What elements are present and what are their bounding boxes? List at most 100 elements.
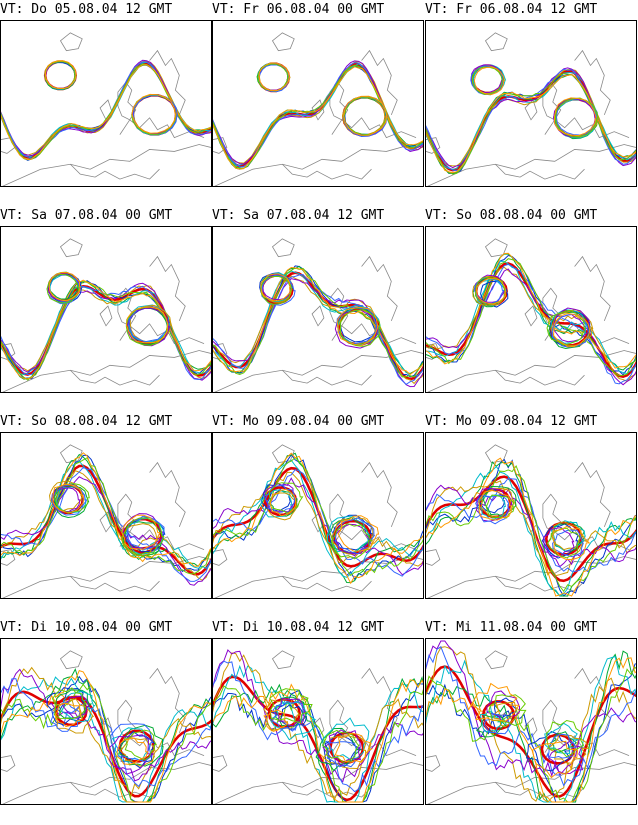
coastline (484, 444, 508, 464)
member-low-contour (321, 729, 360, 763)
coastline (311, 305, 325, 327)
coastline (70, 781, 160, 798)
member-low-contour (543, 527, 575, 558)
member-contour (213, 64, 423, 169)
coastline-layer (426, 238, 636, 392)
panel-valid-time-label: VT: Sa 07.08.04 12 GMT (212, 208, 385, 223)
coastline (1, 343, 16, 360)
member-low-contour (322, 717, 370, 760)
member-low-contour (267, 492, 298, 521)
panel-valid-time-label: VT: Fr 06.08.04 00 GMT (212, 2, 385, 17)
member-contour (1, 61, 211, 159)
member-contour (1, 466, 211, 582)
map-canvas (1, 650, 211, 804)
member-low-contour (324, 730, 363, 768)
panel-valid-time-label: VT: Mo 09.08.04 12 GMT (425, 414, 598, 429)
panel-valid-time-label: VT: Mo 09.08.04 00 GMT (212, 414, 385, 429)
ensemble-map (0, 20, 212, 187)
map-canvas (426, 238, 636, 392)
coastline (426, 137, 441, 154)
member-contour (426, 657, 636, 803)
member-low-contour (261, 274, 296, 306)
member-contour (426, 646, 636, 803)
member-contour (213, 660, 423, 793)
member-low-contour (269, 488, 297, 517)
coastline (484, 650, 508, 670)
panel-valid-time-label: VT: Mi 11.08.04 00 GMT (425, 620, 598, 635)
ensemble-map (0, 638, 212, 805)
member-low-contour (260, 273, 291, 302)
coastline (361, 49, 398, 116)
member-contour (1, 683, 211, 803)
coastline (495, 369, 585, 386)
ensemble-map (212, 226, 424, 393)
member-low-contour (263, 709, 289, 732)
member-low-contour (493, 702, 520, 728)
coastline (99, 511, 113, 533)
member-low-contour (343, 95, 388, 136)
member-contour (213, 60, 423, 165)
member-low-contour (131, 93, 177, 134)
member-low-contour (341, 96, 387, 136)
coastline (311, 99, 325, 121)
member-contour (213, 685, 423, 803)
coastline (574, 461, 611, 528)
member-low-contour (268, 482, 304, 514)
member-contour (426, 464, 636, 593)
member-low-contour (46, 687, 86, 726)
member-contour (213, 453, 423, 581)
member-contour (426, 266, 636, 383)
member-low-contour (49, 480, 84, 512)
member-low-contour (494, 697, 517, 718)
member-contour (213, 66, 423, 170)
coastline (282, 369, 372, 386)
map-canvas (213, 238, 423, 392)
member-contour (213, 649, 423, 783)
member-low-contour (322, 729, 362, 767)
member-contour (426, 461, 636, 597)
member-contour (213, 456, 423, 577)
member-contour (1, 282, 211, 381)
coastline (149, 667, 186, 734)
member-contour (1, 452, 211, 567)
control-low-contour (54, 696, 88, 727)
coastline (99, 305, 113, 327)
coastline (495, 163, 585, 180)
member-low-contour (339, 309, 381, 347)
control-contour (1, 61, 211, 159)
member-contour (213, 452, 423, 585)
member-contour (426, 650, 636, 803)
member-low-contour (480, 487, 515, 519)
member-low-contour (124, 729, 157, 761)
coastline (361, 255, 398, 322)
member-low-contour (119, 736, 156, 768)
coastline (484, 238, 508, 258)
member-low-contour (544, 722, 579, 754)
member-low-contour (551, 313, 592, 348)
coastline (329, 699, 349, 739)
coastline (329, 287, 349, 327)
coastline (119, 323, 205, 345)
member-contour (426, 666, 636, 803)
member-contour (213, 471, 423, 567)
coastline (271, 650, 295, 670)
coastline (149, 461, 186, 528)
coastline (59, 650, 83, 670)
member-contour (1, 668, 211, 782)
coastline (70, 163, 160, 180)
panel-valid-time-label: VT: So 08.08.04 12 GMT (0, 414, 173, 429)
panel-valid-time-label: VT: Fr 06.08.04 12 GMT (425, 2, 598, 17)
member-contour (426, 480, 636, 577)
member-contour (213, 267, 423, 376)
coastline (149, 255, 186, 322)
member-low-contour (486, 690, 521, 723)
member-contour (1, 666, 211, 799)
member-low-contour (471, 66, 504, 95)
member-low-contour (547, 733, 577, 759)
map-canvas (426, 444, 636, 598)
map-canvas (426, 640, 636, 804)
ensemble-map (425, 20, 637, 187)
member-contour (1, 286, 211, 376)
ensemble-map (212, 638, 424, 805)
member-contour (426, 458, 636, 597)
